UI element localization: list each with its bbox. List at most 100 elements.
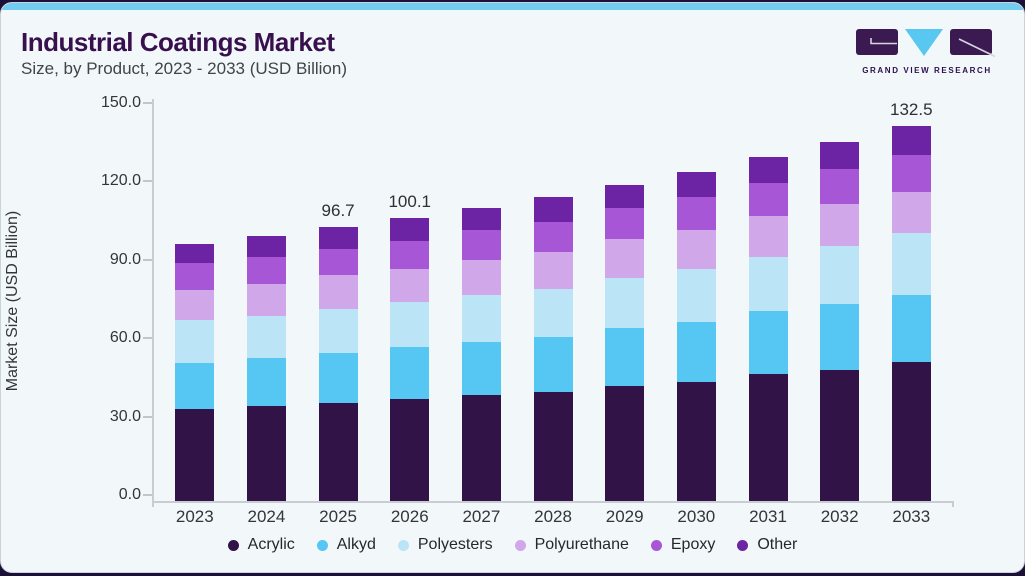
bar-segment-2025-other bbox=[318, 227, 358, 249]
bar-segment-2026-epoxy bbox=[390, 240, 430, 270]
bar-segment-2023-alkyd bbox=[175, 363, 215, 410]
bar-2025 bbox=[318, 227, 358, 501]
y-tick-label: 90.0 bbox=[109, 250, 141, 268]
x-axis-tick-left bbox=[152, 501, 154, 507]
bar-segment-2029-polyurethane bbox=[605, 239, 645, 278]
bar-segment-2033-epoxy bbox=[891, 155, 931, 192]
chart-legend: Acrylic Alkyd Polyesters Polyurethane Epoxy O… bbox=[1, 536, 1024, 554]
bar-2031 bbox=[748, 157, 788, 501]
legend-label: Epoxy bbox=[670, 536, 716, 553]
bar-segment-2024-alkyd bbox=[246, 358, 286, 407]
bar-segment-2025-polyesters bbox=[318, 309, 358, 353]
bar-segment-2024-epoxy bbox=[246, 256, 286, 284]
bar-segment-2027-acrylic bbox=[461, 394, 501, 501]
bar-segment-2030-polyesters bbox=[676, 268, 716, 322]
legend-label: Polyurethane bbox=[534, 536, 629, 553]
bar-segment-2032-polyesters bbox=[820, 245, 860, 304]
y-axis-label: Market Size (USD Billion) bbox=[4, 210, 21, 392]
legend-label: Other bbox=[757, 536, 798, 553]
bar-segment-2029-acrylic bbox=[605, 385, 645, 501]
legend-item-acrylic: Acrylic bbox=[227, 536, 295, 554]
bar-segment-2030-acrylic bbox=[676, 381, 716, 501]
bar-segment-2032-epoxy bbox=[820, 169, 860, 205]
x-tick-label-2031: 2031 bbox=[749, 507, 787, 526]
bar-segment-2033-polyurethane bbox=[891, 191, 931, 233]
legend-dot-polyesters bbox=[397, 539, 409, 551]
bar-segment-2032-acrylic bbox=[820, 369, 860, 501]
bar-total-label-2033: 132.5 bbox=[890, 100, 933, 120]
bar-segment-2024-acrylic bbox=[246, 406, 286, 501]
bar-segment-2024-polyurethane bbox=[246, 283, 286, 317]
y-tick-mark bbox=[143, 337, 152, 340]
bar-2029 bbox=[605, 185, 645, 501]
legend-dot-alkyd bbox=[316, 539, 328, 551]
gvr-logo-icon bbox=[856, 29, 996, 58]
brand-name: GRAND VIEW RESEARCH bbox=[862, 66, 992, 75]
legend-item-epoxy: Epoxy bbox=[650, 536, 716, 554]
y-tick-label: 60.0 bbox=[109, 329, 141, 347]
legend-label: Acrylic bbox=[247, 536, 295, 553]
bar-segment-2028-polyurethane bbox=[533, 252, 573, 289]
legend-item-other: Other bbox=[737, 536, 797, 554]
bar-segment-2026-alkyd bbox=[390, 346, 430, 399]
bar-segment-2032-other bbox=[820, 142, 860, 170]
bar-segment-2031-polyesters bbox=[748, 257, 788, 311]
legend-dot-epoxy bbox=[650, 539, 662, 551]
bar-segment-2026-acrylic bbox=[390, 398, 430, 501]
bar-2028 bbox=[533, 197, 573, 501]
y-tick-label: 30.0 bbox=[109, 407, 141, 425]
bar-segment-2028-epoxy bbox=[533, 222, 573, 253]
y-tick-mark bbox=[143, 180, 152, 183]
bar-segment-2029-alkyd bbox=[605, 327, 645, 386]
bar-segment-2023-acrylic bbox=[175, 409, 215, 501]
bar-segment-2024-other bbox=[246, 236, 286, 257]
card-accent-bar bbox=[1, 3, 1024, 10]
bar-segment-2027-epoxy bbox=[461, 230, 501, 261]
x-tick-label-2026: 2026 bbox=[390, 507, 429, 526]
bar-segment-2033-polyesters bbox=[891, 232, 931, 295]
bar-segment-2024-polyesters bbox=[246, 316, 286, 359]
legend-item-polyurethane: Polyurethane bbox=[514, 536, 629, 554]
bar-2024 bbox=[246, 236, 286, 501]
x-tick-label-2028: 2028 bbox=[534, 507, 572, 526]
plot-area: Market Size (USD Billion) 0.0 30.0 60.0 90.… bbox=[1, 3, 1024, 572]
bar-segment-2030-polyurethane bbox=[676, 229, 716, 269]
bar-total-label-2025: 96.7 bbox=[321, 201, 355, 221]
y-tick-mark bbox=[143, 494, 152, 496]
bar-segment-2033-alkyd bbox=[891, 294, 931, 363]
bar-segment-2028-polyesters bbox=[533, 288, 573, 337]
y-tick-label: 0.0 bbox=[118, 486, 141, 503]
bar-2033 bbox=[891, 126, 931, 501]
bar-2023 bbox=[175, 244, 215, 501]
y-tick-mark bbox=[143, 415, 152, 418]
bar-segment-2031-polyurethane bbox=[748, 215, 788, 258]
bar-segment-2027-polyesters bbox=[461, 294, 501, 343]
bar-segment-2030-epoxy bbox=[676, 197, 716, 230]
bar-segment-2029-epoxy bbox=[605, 208, 645, 240]
x-tick-label-2029: 2029 bbox=[605, 507, 644, 526]
bar-2032 bbox=[820, 142, 860, 501]
bar-segment-2023-polyesters bbox=[175, 319, 215, 364]
x-axis-tick-right bbox=[952, 501, 954, 507]
y-tick-label: 120.0 bbox=[100, 172, 141, 190]
legend-item-alkyd: Alkyd bbox=[316, 536, 376, 554]
bar-segment-2032-alkyd bbox=[820, 303, 860, 370]
bar-segment-2031-other bbox=[748, 157, 788, 183]
bar-total-label-2026: 100.1 bbox=[388, 191, 432, 211]
y-tick-label: 150.0 bbox=[100, 94, 141, 111]
bar-segment-2023-epoxy bbox=[175, 263, 215, 291]
bar-segment-2029-polyesters bbox=[605, 277, 645, 328]
bar-segment-2026-polyurethane bbox=[390, 269, 430, 303]
bar-segment-2028-other bbox=[533, 197, 573, 223]
bar-segment-2023-polyurethane bbox=[175, 290, 215, 320]
x-tick-label-2023: 2023 bbox=[175, 507, 214, 526]
x-tick-label-2033: 2033 bbox=[892, 507, 931, 526]
legend-label: Polyesters bbox=[417, 536, 493, 553]
bar-segment-2033-other bbox=[891, 126, 931, 156]
bar-segment-2031-epoxy bbox=[748, 182, 788, 216]
bar-2026 bbox=[390, 217, 430, 501]
x-tick-label-2025: 2025 bbox=[319, 507, 357, 526]
grand-view-research-logo: GRAND VIEW RESEARCH bbox=[856, 28, 998, 75]
x-tick-label-2030: 2030 bbox=[677, 507, 716, 526]
